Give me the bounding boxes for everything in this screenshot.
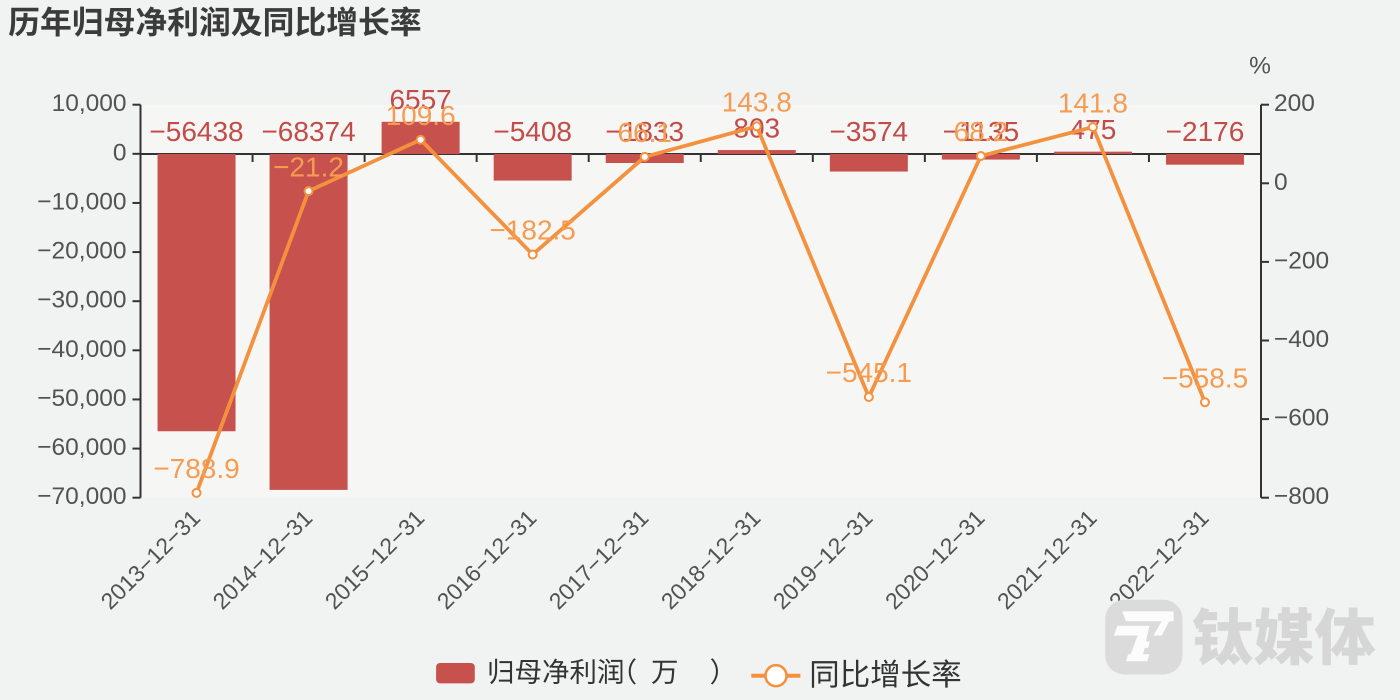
svg-text:−182.5: −182.5 bbox=[489, 215, 575, 246]
svg-text:−600: −600 bbox=[1274, 405, 1329, 432]
svg-text:−21.2: −21.2 bbox=[273, 151, 344, 182]
svg-text:−3574: −3574 bbox=[829, 116, 908, 147]
svg-text:68.2: 68.2 bbox=[954, 116, 1009, 147]
svg-text:−2176: −2176 bbox=[1166, 116, 1245, 147]
svg-text:−68374: −68374 bbox=[261, 116, 355, 147]
svg-text:66.1: 66.1 bbox=[617, 117, 672, 148]
svg-text:−70,000: −70,000 bbox=[37, 483, 126, 510]
svg-text:−545.1: −545.1 bbox=[826, 357, 912, 388]
svg-text:−788.9: −788.9 bbox=[153, 453, 239, 484]
svg-text:−400: −400 bbox=[1274, 326, 1329, 353]
svg-text:−1833: −1833 bbox=[605, 116, 684, 147]
svg-text:%: % bbox=[1249, 53, 1271, 80]
svg-text:−800: −800 bbox=[1274, 483, 1329, 510]
svg-text:−200: −200 bbox=[1274, 247, 1329, 274]
svg-text:−40,000: −40,000 bbox=[37, 336, 126, 363]
svg-text:−5408: −5408 bbox=[493, 116, 572, 147]
svg-text:−50,000: −50,000 bbox=[37, 385, 126, 412]
svg-text:141.8: 141.8 bbox=[1058, 87, 1128, 118]
svg-text:−1135: −1135 bbox=[943, 116, 1020, 147]
svg-text:−10,000: −10,000 bbox=[37, 188, 126, 215]
svg-text:200: 200 bbox=[1274, 90, 1315, 117]
svg-text:143.8: 143.8 bbox=[722, 86, 792, 117]
svg-text:−30,000: −30,000 bbox=[37, 287, 126, 314]
svg-text:0: 0 bbox=[113, 139, 127, 166]
svg-text:6557: 6557 bbox=[389, 84, 451, 115]
svg-text:0: 0 bbox=[1274, 169, 1288, 196]
svg-text:−558.5: −558.5 bbox=[1162, 362, 1248, 393]
svg-text:−56438: −56438 bbox=[149, 116, 243, 147]
svg-text:−20,000: −20,000 bbox=[37, 238, 126, 265]
svg-text:10,000: 10,000 bbox=[52, 90, 127, 117]
svg-text:109.6: 109.6 bbox=[386, 100, 456, 131]
svg-text:−60,000: −60,000 bbox=[37, 434, 126, 461]
